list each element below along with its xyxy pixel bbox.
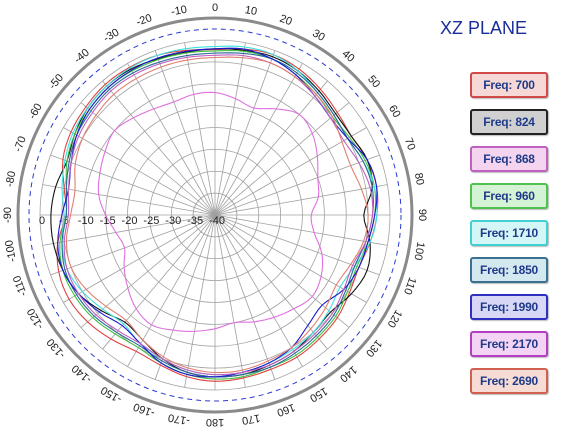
angle-tick-label: 30 bbox=[310, 27, 327, 44]
angle-tick-label: 10 bbox=[244, 4, 258, 18]
angle-tick-label: -90 bbox=[2, 207, 14, 223]
grid-spoke bbox=[184, 214, 216, 388]
angle-tick-label: 80 bbox=[412, 172, 426, 186]
angle-tick-label: 160 bbox=[275, 401, 296, 419]
grid-spoke bbox=[63, 127, 216, 216]
grid-spoke bbox=[214, 80, 328, 216]
grid-spoke bbox=[214, 214, 303, 367]
grid-spoke bbox=[154, 214, 216, 380]
angle-tick-label: 180 bbox=[206, 416, 224, 428]
legend-item-1990[interactable]: Freq: 1990 bbox=[470, 294, 548, 320]
grid-spoke bbox=[184, 42, 216, 216]
angle-tick-label: 170 bbox=[241, 411, 261, 426]
grid-spoke bbox=[214, 127, 367, 216]
grid-spoke bbox=[214, 154, 380, 216]
radial-tick-label: -35 bbox=[187, 215, 203, 227]
grid-spoke bbox=[214, 184, 388, 216]
angle-tick-label: -140 bbox=[70, 362, 95, 385]
grid-spoke bbox=[63, 214, 216, 303]
legend-item-2690[interactable]: Freq: 2690 bbox=[470, 368, 548, 394]
radial-tick-label: 0 bbox=[39, 215, 45, 227]
chart-title: XZ PLANE bbox=[440, 18, 528, 38]
radial-tick-label: -25 bbox=[143, 215, 159, 227]
grid-spoke bbox=[42, 184, 216, 216]
grid-spoke bbox=[50, 154, 216, 216]
grid-spoke bbox=[42, 214, 216, 246]
grid-spoke bbox=[214, 214, 380, 276]
radial-tick-label: -20 bbox=[122, 215, 138, 227]
angle-tick-label: -10 bbox=[170, 4, 188, 19]
dashed-ring bbox=[28, 28, 402, 402]
grid-spoke bbox=[214, 42, 246, 216]
angle-tick-label: -170 bbox=[167, 411, 191, 427]
grid-spoke bbox=[102, 80, 216, 216]
series-line-960 bbox=[59, 49, 377, 380]
grid-spoke bbox=[80, 214, 216, 328]
grid-spoke bbox=[214, 214, 328, 350]
legend-item-868[interactable]: Freq: 868 bbox=[470, 146, 548, 172]
grid-spoke bbox=[214, 214, 276, 380]
legend-item-1710[interactable]: Freq: 1710 bbox=[470, 220, 548, 246]
legend-item-1850[interactable]: Freq: 1850 bbox=[470, 257, 548, 283]
angle-tick-label: -20 bbox=[135, 12, 154, 29]
angle-tick-label: 70 bbox=[402, 136, 417, 152]
grid-spoke bbox=[214, 102, 350, 216]
series-line-2690 bbox=[65, 56, 369, 374]
grid-spoke bbox=[127, 214, 216, 367]
radial-tick-label: -15 bbox=[100, 215, 116, 227]
grid-spoke bbox=[214, 50, 276, 216]
angle-tick-label: 100 bbox=[411, 241, 426, 261]
radial-tick-label: -30 bbox=[165, 215, 181, 227]
angle-tick-label: 60 bbox=[386, 103, 403, 120]
series-line-868 bbox=[97, 91, 324, 332]
grid-spoke bbox=[127, 63, 216, 216]
grid-spoke bbox=[214, 63, 303, 216]
grid-spoke bbox=[214, 214, 246, 388]
radial-tick-label: -10 bbox=[78, 215, 94, 227]
polar-chart: 0 102030405060708090100110120130140150160… bbox=[2, 2, 428, 428]
grid-spoke bbox=[50, 214, 216, 276]
angle-tick-label: -130 bbox=[45, 336, 68, 361]
legend-item-2170[interactable]: Freq: 2170 bbox=[470, 331, 548, 357]
outer-ring bbox=[16, 16, 414, 414]
series-line-2170 bbox=[63, 54, 374, 376]
series-line-1990 bbox=[57, 47, 378, 378]
grid-spoke bbox=[214, 214, 350, 328]
angle-tick-label: 20 bbox=[278, 13, 294, 28]
grid-spoke bbox=[102, 214, 216, 350]
legend-item-960[interactable]: Freq: 960 bbox=[470, 183, 548, 209]
grid-spoke bbox=[214, 214, 367, 303]
legend: Freq: 700 Freq: 824 Freq: 868 Freq: 960 … bbox=[470, 72, 550, 405]
angle-tick-label: 90 bbox=[416, 209, 428, 221]
grid-spoke bbox=[80, 102, 216, 216]
angle-tick-label: 40 bbox=[340, 48, 357, 65]
angle-tick-label: -80 bbox=[4, 170, 19, 188]
angle-tick-label: 110 bbox=[401, 276, 418, 297]
legend-item-700[interactable]: Freq: 700 bbox=[470, 72, 548, 98]
angle-tick-label: -100 bbox=[3, 239, 19, 263]
legend-item-824[interactable]: Freq: 824 bbox=[470, 109, 548, 135]
angle-tick-label: 0 bbox=[212, 2, 218, 14]
radial-tick-label: -40 bbox=[209, 215, 225, 227]
grid-spoke bbox=[154, 50, 216, 216]
angle-tick-label: -70 bbox=[12, 135, 29, 154]
angle-tick-label: 50 bbox=[365, 73, 382, 90]
grid-spoke bbox=[214, 214, 388, 246]
